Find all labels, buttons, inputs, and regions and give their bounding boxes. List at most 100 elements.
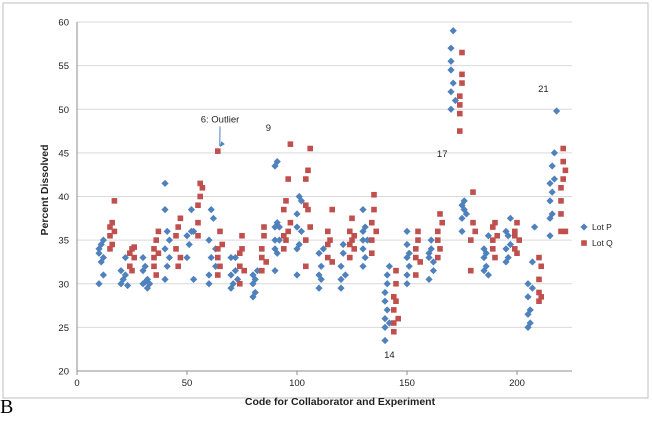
- lot-q-point: [173, 246, 179, 252]
- lot-q-point: [457, 93, 463, 99]
- y-tick-label: 20: [58, 367, 69, 378]
- lot-q-point: [288, 220, 294, 226]
- lot-q-point: [215, 148, 221, 154]
- lot-q-point: [303, 237, 309, 243]
- lot-q-point: [307, 146, 313, 152]
- lot-q-point: [457, 111, 463, 117]
- lot-q-point: [156, 250, 162, 256]
- y-tick-label: 25: [58, 323, 69, 334]
- lot-q-point: [259, 246, 265, 252]
- lot-q-point: [459, 72, 465, 78]
- lot-q-point: [263, 259, 269, 265]
- x-tick-label: 50: [182, 378, 193, 389]
- lot-q-point: [514, 250, 520, 256]
- lot-q-point: [492, 220, 498, 226]
- lot-q-point: [512, 229, 518, 235]
- lot-q-point: [560, 146, 566, 152]
- x-tick-label: 200: [509, 378, 525, 389]
- lot-q-point: [351, 246, 357, 252]
- lot-q-point: [459, 50, 465, 56]
- lot-q-point: [156, 229, 162, 235]
- lot-q-point: [371, 207, 377, 213]
- lot-q-point: [490, 246, 496, 252]
- lot-q-point: [112, 198, 118, 204]
- lot-q-point: [349, 216, 355, 222]
- lot-q-point: [215, 255, 221, 261]
- lot-q-point: [391, 307, 397, 313]
- y-axis-label: Percent Dissolved: [39, 144, 51, 235]
- y-tick-label: 40: [58, 192, 69, 203]
- lot-q-point: [470, 189, 476, 195]
- annotation-label: 21: [538, 84, 549, 95]
- lot-q-point: [435, 237, 441, 243]
- lot-q-point: [283, 237, 289, 243]
- lot-q-point: [371, 192, 377, 198]
- lot-q-point: [457, 128, 463, 134]
- annotation-label: 17: [437, 149, 448, 160]
- lot-q-point: [470, 220, 476, 226]
- lot-q-point: [239, 246, 245, 252]
- lot-q-point: [560, 176, 566, 182]
- lot-q-point: [415, 237, 421, 243]
- lot-q-point: [178, 255, 184, 261]
- lot-q-point: [109, 242, 115, 248]
- lot-q-point: [303, 176, 309, 182]
- legend-label: Lot Q: [592, 238, 613, 248]
- lot-q-point: [285, 176, 291, 182]
- y-tick-label: 30: [58, 279, 69, 290]
- lot-q-point: [560, 159, 566, 165]
- lot-q-point: [468, 268, 474, 274]
- lot-q-point: [369, 237, 375, 243]
- lot-q-point: [200, 185, 206, 191]
- lot-q-point: [415, 229, 421, 235]
- lot-q-point: [239, 233, 245, 239]
- lot-q-point: [492, 255, 498, 261]
- lot-q-point: [558, 211, 564, 217]
- lot-q-point: [373, 229, 379, 235]
- lot-q-point: [259, 268, 265, 274]
- x-tick-label: 150: [399, 378, 415, 389]
- lot-q-point: [393, 268, 399, 274]
- lot-q-point: [395, 316, 401, 322]
- lot-q-point: [175, 264, 181, 270]
- lot-q-point: [241, 268, 247, 274]
- lot-q-point: [281, 207, 287, 213]
- annotation-label: 14: [384, 350, 395, 361]
- x-tick-label: 100: [289, 378, 305, 389]
- lot-q-point: [437, 246, 443, 252]
- lot-q-point: [281, 246, 287, 252]
- lot-q-point: [195, 233, 201, 239]
- lot-q-point: [305, 168, 311, 174]
- lot-q-point: [538, 294, 544, 300]
- lot-q-point: [307, 224, 313, 230]
- lot-q-point: [197, 194, 203, 200]
- lot-q-point: [417, 259, 423, 265]
- lot-q-point: [472, 229, 478, 235]
- lot-q-point: [435, 255, 441, 261]
- lot-q-point: [369, 250, 375, 256]
- y-tick-label: 55: [58, 61, 69, 72]
- lot-q-point: [261, 224, 267, 230]
- lot-q-point: [457, 102, 463, 108]
- annotation-label: 9: [266, 123, 271, 134]
- lot-q-point: [237, 281, 243, 287]
- lot-q-point: [215, 272, 221, 278]
- lot-q-point: [153, 237, 159, 243]
- lot-q-point: [563, 229, 569, 235]
- lot-q-point: [219, 242, 225, 248]
- lot-q-point: [393, 298, 399, 304]
- lot-q-point: [283, 198, 289, 204]
- lot-q-point: [468, 237, 474, 243]
- lot-q-point: [305, 207, 311, 213]
- lot-q-point: [261, 233, 267, 239]
- lot-q-point: [536, 277, 542, 283]
- lot-q-point: [516, 237, 522, 243]
- lot-q-point: [173, 233, 179, 239]
- lot-q-point: [153, 272, 159, 278]
- lot-q-point: [325, 229, 331, 235]
- y-tick-label: 35: [58, 236, 69, 247]
- lot-q-point: [195, 202, 201, 208]
- lot-q-point: [351, 233, 357, 239]
- lot-q-point: [285, 229, 291, 235]
